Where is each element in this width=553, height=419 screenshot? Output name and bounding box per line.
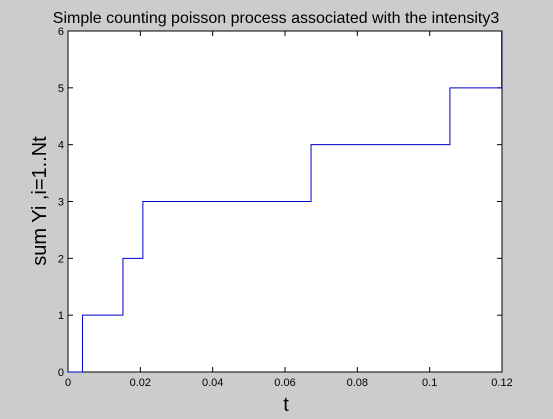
x-axis-label: t bbox=[283, 394, 289, 416]
x-tick-label: 0.08 bbox=[347, 377, 368, 389]
tick-marks bbox=[67, 30, 503, 373]
x-tick-label: 0.04 bbox=[202, 377, 223, 389]
x-tick-labels: 0 0.02 0.04 0.06 0.08 0.1 0.12 bbox=[65, 377, 513, 389]
x-tick-label: 0 bbox=[65, 377, 71, 389]
y-axis-label: sum Yi ,i=1..Nt bbox=[29, 136, 51, 266]
chart-title: Simple counting poisson process associat… bbox=[53, 10, 500, 27]
x-tick-label: 0.12 bbox=[491, 377, 512, 389]
series-layer bbox=[68, 30, 503, 373]
y-tick-label: 5 bbox=[58, 83, 64, 95]
y-tick-labels: 0 1 2 3 4 5 6 bbox=[58, 26, 64, 379]
x-tick-label: 0.06 bbox=[274, 377, 295, 389]
step-series-line bbox=[68, 30, 503, 373]
y-tick-label: 0 bbox=[58, 367, 64, 379]
y-tick-label: 6 bbox=[58, 26, 64, 38]
x-tick-label: 0.1 bbox=[422, 377, 437, 389]
y-tick-label: 2 bbox=[58, 253, 64, 265]
y-tick-label: 3 bbox=[58, 197, 64, 209]
y-tick-label: 1 bbox=[58, 310, 64, 322]
y-tick-label: 4 bbox=[58, 140, 64, 152]
x-tick-label: 0.02 bbox=[130, 377, 151, 389]
